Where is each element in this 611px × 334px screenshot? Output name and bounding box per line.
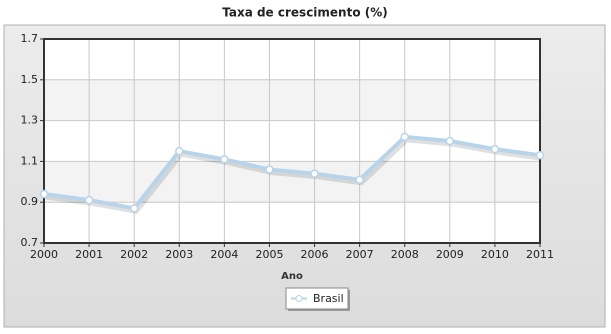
x-tick-label: 2011 [526, 248, 554, 261]
y-tick-label: 1.1 [21, 154, 39, 167]
point [490, 144, 500, 154]
point [265, 165, 274, 174]
y-tick-label: 0.9 [21, 195, 39, 208]
x-tick-label: 2008 [391, 248, 419, 261]
point [39, 189, 49, 199]
x-tick-label: 2002 [120, 248, 148, 261]
x-tick-label: 2000 [30, 248, 58, 261]
x-tick-label: 2004 [210, 248, 238, 261]
x-tick-label: 2001 [75, 248, 103, 261]
y-tick-label: 1.5 [21, 73, 39, 86]
legend-marker [295, 295, 303, 302]
y-tick-label: 1.7 [21, 32, 39, 45]
x-tick-label: 2009 [436, 248, 464, 261]
line [43, 134, 541, 211]
point [535, 151, 545, 160]
legend-label: Brasil [313, 292, 344, 305]
legend [285, 287, 349, 310]
x-tick-label: 2005 [255, 248, 283, 261]
y-tick-label: 1.3 [21, 114, 39, 127]
point [400, 132, 409, 142]
y-tick-label: 0.7 [21, 236, 39, 249]
band [44, 79, 540, 121]
point [220, 155, 229, 164]
x-tick-label: 2006 [301, 248, 329, 261]
point [355, 175, 364, 185]
x-axis-title: Ano [281, 271, 303, 282]
point [175, 146, 184, 156]
x-tick-label: 2007 [346, 248, 374, 261]
point [310, 169, 319, 178]
point [84, 195, 94, 205]
plot-border [43, 38, 541, 244]
point [445, 136, 455, 146]
band [44, 161, 540, 203]
x-tick-label: 2010 [481, 248, 509, 261]
chart-title: Taxa de crescimento (%) [222, 6, 388, 20]
plot-area [44, 39, 540, 243]
line-shadow [45, 137, 543, 215]
x-tick-label: 2003 [165, 248, 193, 261]
point [129, 204, 139, 213]
